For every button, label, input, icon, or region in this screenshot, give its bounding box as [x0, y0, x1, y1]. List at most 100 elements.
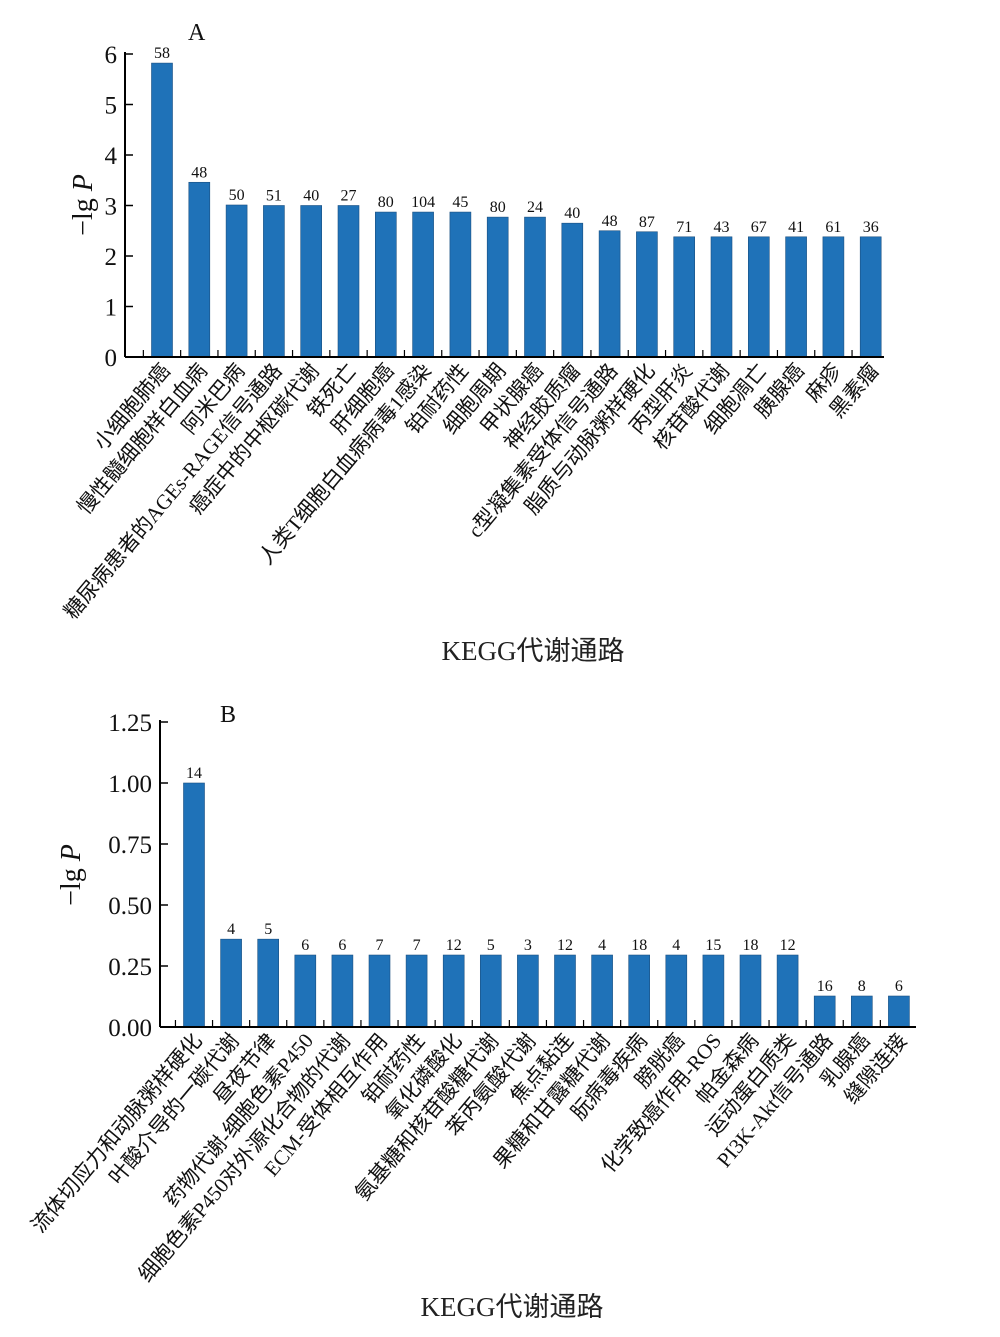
bar: [850, 995, 873, 1028]
data-label: 67: [751, 219, 767, 236]
panel-label: A: [188, 20, 206, 46]
y-tick-label: 3: [105, 194, 118, 221]
y-tick-label: 4: [105, 143, 118, 170]
data-label: 8: [858, 978, 866, 995]
bar: [257, 938, 280, 1028]
bar: [591, 954, 613, 1028]
data-label: 48: [191, 164, 207, 181]
bar: [673, 236, 696, 358]
data-label: 24: [527, 199, 543, 216]
data-label: 27: [341, 188, 357, 205]
data-label: 6: [338, 937, 346, 954]
bar: [739, 954, 762, 1028]
y-tick-label: 2: [105, 244, 118, 271]
bar: [374, 211, 397, 358]
bar: [412, 211, 434, 358]
y-axis-title-prefix: −lg: [68, 191, 99, 236]
bar: [300, 205, 323, 358]
y-axis-title: −lg P: [56, 844, 87, 906]
bar: [183, 782, 205, 1028]
bar: [449, 211, 472, 358]
bar: [561, 222, 584, 358]
data-label: 5: [264, 921, 272, 938]
bar: [225, 204, 248, 358]
bar: [776, 954, 799, 1028]
chart-panel-a: 58小细胞肺癌48慢性髓细胞样白血病50阿米巴病51糖尿病患者的AGEs-RAG…: [59, 20, 884, 666]
bar: [368, 954, 391, 1028]
data-label: 45: [452, 194, 468, 211]
panel-label: B: [220, 702, 236, 728]
data-label: 61: [825, 219, 841, 236]
data-label: 51: [266, 188, 282, 205]
y-tick-label: 0.75: [108, 832, 152, 859]
bar: [479, 954, 502, 1028]
bar: [859, 236, 882, 358]
bar: [702, 954, 725, 1028]
data-label: 5: [487, 937, 495, 954]
data-label: 41: [788, 219, 804, 236]
y-axis-title-var: P: [68, 174, 99, 192]
bar: [785, 236, 807, 358]
y-tick-label: 1.00: [108, 771, 152, 798]
y-tick-label: 0.50: [108, 893, 152, 920]
bar: [524, 216, 546, 358]
data-label: 6: [895, 978, 903, 995]
bar: [628, 954, 651, 1028]
bar: [747, 236, 770, 358]
data-label: 12: [780, 937, 796, 954]
bar: [337, 205, 360, 358]
data-label: 40: [564, 205, 580, 222]
data-label: 15: [705, 937, 721, 954]
data-label: 4: [227, 921, 235, 938]
bar: [294, 954, 317, 1028]
data-label: 80: [378, 194, 394, 211]
y-tick-label: 0.25: [108, 954, 152, 981]
bar: [405, 954, 428, 1028]
data-label: 6: [301, 937, 309, 954]
bar: [888, 995, 910, 1028]
bar: [517, 954, 539, 1028]
bar: [331, 954, 354, 1028]
data-label: 50: [229, 187, 245, 204]
y-axis-title-var: P: [56, 844, 87, 862]
bar: [665, 954, 688, 1028]
bar: [598, 230, 621, 358]
y-tick-label: 5: [105, 93, 118, 120]
data-label: 43: [714, 219, 730, 236]
y-axis-title: −lg P: [68, 174, 99, 236]
y-tick-label: 0.00: [108, 1015, 152, 1042]
bar: [710, 236, 733, 358]
y-tick-label: 1.25: [108, 710, 152, 737]
data-label: 58: [154, 45, 170, 62]
data-label: 12: [557, 937, 573, 954]
bar: [151, 62, 173, 358]
data-label: 7: [376, 937, 384, 954]
data-label: 18: [631, 937, 647, 954]
bar: [813, 995, 836, 1028]
y-tick-label: 0: [105, 345, 118, 372]
x-axis-title: KEGG代谢通路: [442, 636, 625, 666]
bar: [188, 181, 211, 358]
data-label: 16: [817, 978, 833, 995]
bar: [486, 216, 509, 358]
bar: [442, 954, 465, 1028]
y-axis-title-prefix: −lg: [56, 861, 87, 906]
data-label: 71: [676, 219, 692, 236]
data-label: 12: [446, 937, 462, 954]
data-label: 80: [490, 199, 506, 216]
data-label: 7: [413, 937, 421, 954]
bar: [554, 954, 576, 1028]
bar: [636, 231, 658, 358]
data-label: 87: [639, 214, 655, 231]
y-tick-label: 1: [105, 295, 118, 322]
data-label: 4: [672, 937, 680, 954]
data-label: 4: [598, 937, 606, 954]
bar: [263, 205, 285, 358]
chart-panel-b: 14流体切应力和动脉粥样硬化4叶酸介导的一碳代谢5昼夜节律6药物代谢-细胞色素P…: [26, 702, 916, 1322]
bar: [220, 938, 242, 1028]
data-label: 3: [524, 937, 532, 954]
data-label: 36: [863, 219, 879, 236]
data-label: 40: [303, 188, 319, 205]
data-label: 104: [411, 194, 435, 211]
